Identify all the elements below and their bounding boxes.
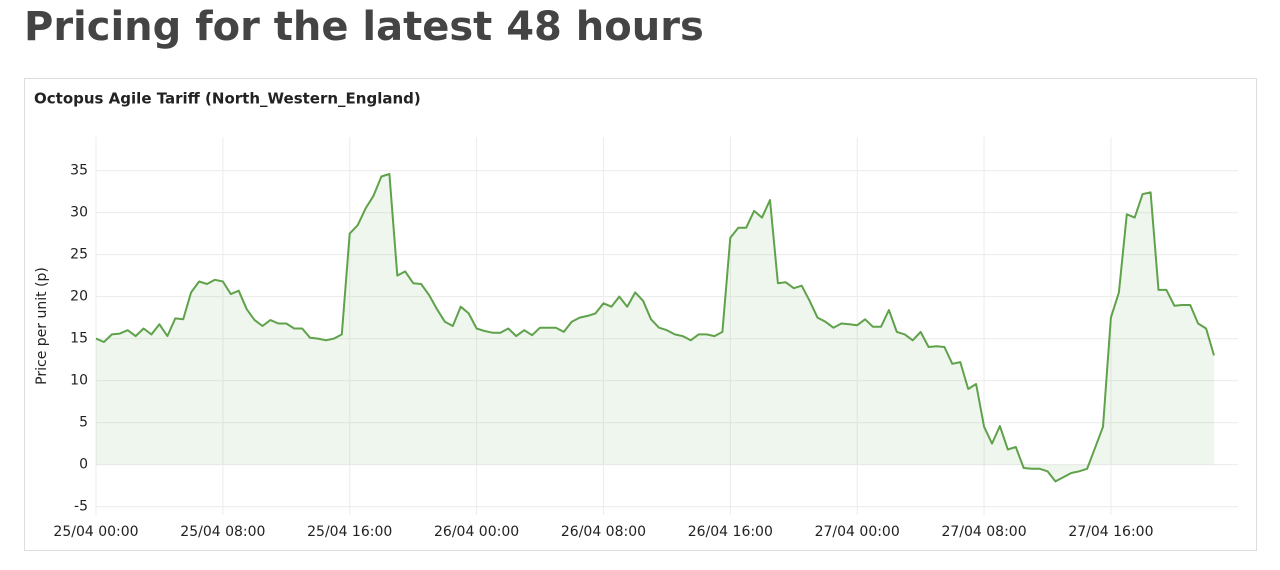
y-tick-label: -5 [74, 499, 88, 515]
x-tick-label: 25/04 16:00 [307, 524, 392, 540]
y-tick-label: 20 [70, 289, 88, 305]
price-line [95, 173, 1215, 483]
y-tick-label: 30 [70, 205, 88, 221]
y-tick-label: 5 [79, 415, 88, 431]
chart-title: Octopus Agile Tariff (North_Western_Engl… [34, 90, 421, 108]
x-tick-label: 26/04 00:00 [434, 524, 519, 540]
area-fill [96, 174, 1214, 482]
chart-panel [24, 78, 1257, 551]
y-tick-label: 35 [70, 163, 88, 179]
x-tick-label: 27/04 08:00 [941, 524, 1026, 540]
x-tick-label: 25/04 00:00 [53, 524, 138, 540]
x-tick-label: 25/04 08:00 [180, 524, 265, 540]
y-tick-label: 15 [70, 331, 88, 347]
page-heading: Pricing for the latest 48 hours [24, 4, 704, 50]
y-tick-label: 10 [70, 373, 88, 389]
x-tick-label: 27/04 16:00 [1068, 524, 1153, 540]
y-tick-label: 0 [79, 457, 88, 473]
y-axis-label: Price per unit (p) [34, 267, 50, 385]
x-tick-label: 26/04 16:00 [688, 524, 773, 540]
y-tick-label: 25 [70, 247, 88, 263]
x-tick-label: 27/04 00:00 [815, 524, 900, 540]
x-tick-label: 26/04 08:00 [561, 524, 646, 540]
